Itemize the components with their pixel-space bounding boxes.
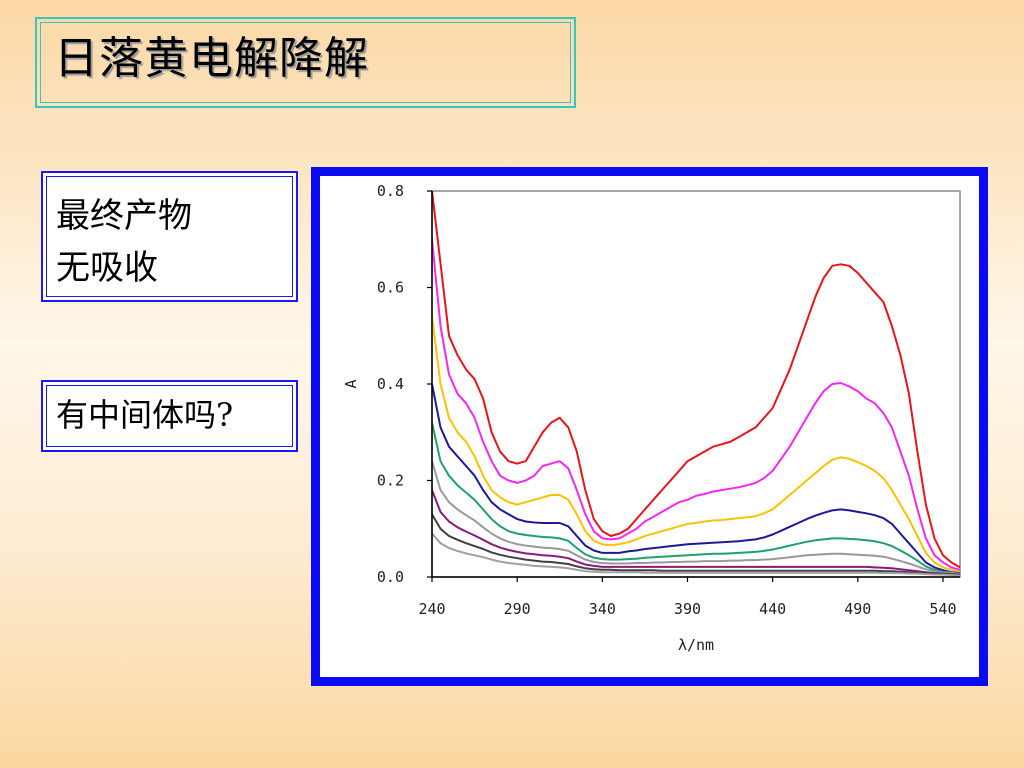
slide-title: 日落黄电解降解 bbox=[54, 33, 369, 84]
intermediate-question-note: 有中间体吗? bbox=[41, 380, 298, 452]
x-tick-label-5: 490 bbox=[844, 600, 871, 618]
y-tick-label-4: 0.8 bbox=[377, 182, 404, 200]
tick-layer: 0.0 0.2 0.4 0.6 0.8 240 290 340 390 440 490 540 bbox=[377, 182, 957, 618]
x-tick-label-3: 390 bbox=[674, 600, 701, 618]
x-axis-label: λ/nm bbox=[678, 636, 714, 654]
chart-frame: 0.0 0.2 0.4 0.6 0.8 240 290 340 390 440 490 540 A λ… bbox=[311, 167, 988, 686]
final-product-note: 最终产物 无吸收 bbox=[41, 171, 298, 302]
absorbance-spectra-chart: 0.0 0.2 0.4 0.6 0.8 240 290 340 390 440 490 540 A λ… bbox=[342, 182, 961, 654]
series-line-1 bbox=[431, 190, 961, 569]
y-tick-label-3: 0.6 bbox=[377, 279, 404, 297]
y-tick-label-1: 0.2 bbox=[377, 472, 404, 490]
series-line-5 bbox=[431, 422, 961, 575]
series-line-8 bbox=[431, 513, 961, 577]
final-product-note-line1: 最终产物 bbox=[56, 196, 192, 236]
series-line-9 bbox=[431, 532, 961, 577]
final-product-note-line2: 无吸收 bbox=[56, 248, 158, 288]
y-axis-label: A bbox=[342, 379, 360, 388]
y-tick-label-2: 0.4 bbox=[377, 375, 404, 393]
x-tick-label-6: 540 bbox=[929, 600, 956, 618]
series-line-4 bbox=[431, 383, 961, 575]
title-box: 日落黄电解降解 bbox=[35, 17, 576, 108]
plot-layer bbox=[431, 190, 961, 577]
plot-area-border bbox=[431, 190, 961, 578]
x-tick-label-2: 340 bbox=[589, 600, 616, 618]
series-line-6 bbox=[431, 460, 961, 576]
y-tick-label-0: 0.0 bbox=[377, 568, 404, 586]
x-tick-label-4: 440 bbox=[759, 600, 786, 618]
x-tick-label-1: 290 bbox=[504, 600, 531, 618]
x-tick-label-0: 240 bbox=[418, 600, 445, 618]
series-line-3 bbox=[431, 316, 961, 574]
series-line-7 bbox=[431, 489, 961, 576]
series-line-2 bbox=[431, 239, 961, 571]
intermediate-question-text: 有中间体吗? bbox=[56, 396, 234, 434]
